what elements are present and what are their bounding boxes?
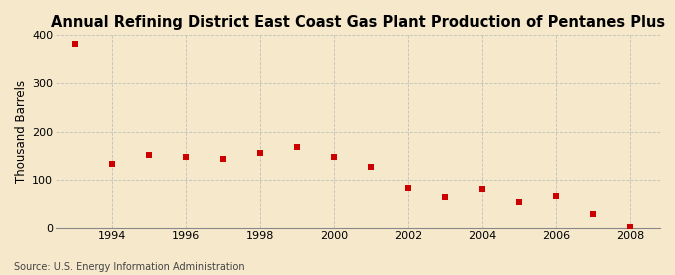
Point (180, 155, 191, 159)
Point (254, 151, 265, 156)
Point (329, 155, 340, 159)
Point (217, 157, 228, 161)
Text: Source: U.S. Energy Information Administration: Source: U.S. Energy Information Administ… (14, 262, 244, 272)
Point (143, 153, 154, 157)
Point (551, 194, 562, 198)
Point (514, 200, 524, 205)
Point (477, 187, 487, 192)
Point (366, 165, 377, 169)
Y-axis label: Thousand Barrels: Thousand Barrels (15, 80, 28, 183)
Point (292, 145, 302, 149)
Title: Annual Refining District East Coast Gas Plant Production of Pentanes Plus: Annual Refining District East Coast Gas … (51, 15, 665, 30)
Point (403, 185, 414, 190)
Point (439, 194, 450, 199)
Point (70, 41, 80, 46)
Point (588, 212, 599, 217)
Point (106, 162, 117, 166)
Point (625, 224, 636, 229)
